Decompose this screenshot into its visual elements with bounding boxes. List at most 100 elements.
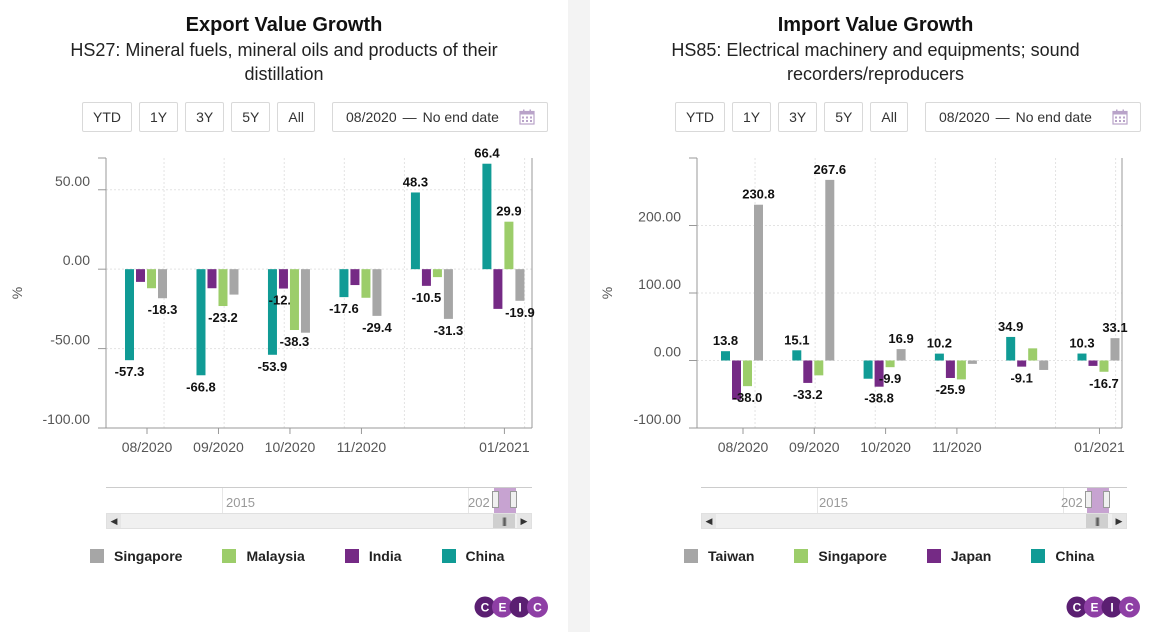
legend-item-china[interactable]: China bbox=[441, 548, 504, 564]
scroll-right-arrow[interactable]: ▶ bbox=[517, 514, 531, 528]
legend-item-malaysia[interactable]: Malaysia bbox=[222, 548, 305, 564]
legend-item-singapore[interactable]: Singapore bbox=[794, 548, 887, 564]
bar-china[interactable] bbox=[267, 269, 277, 355]
legend-item-japan[interactable]: Japan bbox=[926, 548, 991, 564]
bar-singapore[interactable] bbox=[229, 269, 239, 295]
bar-japan[interactable] bbox=[1017, 360, 1027, 367]
bar-japan[interactable] bbox=[1088, 360, 1098, 366]
bar-india[interactable] bbox=[421, 269, 431, 286]
range-3y-button[interactable]: 3Y bbox=[185, 102, 225, 132]
scrollbar-thumb[interactable]: ||| bbox=[1086, 514, 1108, 528]
navigator-left-handle[interactable] bbox=[492, 491, 499, 508]
bar-japan[interactable] bbox=[945, 360, 955, 378]
bar-singapore[interactable] bbox=[743, 360, 752, 387]
time-navigator[interactable]: 2015 202 ◀ ||| ▶ bbox=[106, 487, 532, 531]
logo-letter: C bbox=[1073, 601, 1082, 615]
calendar-icon[interactable] bbox=[1112, 109, 1128, 125]
bar-china[interactable] bbox=[482, 163, 492, 270]
scroll-left-arrow[interactable]: ◀ bbox=[107, 514, 121, 528]
navigator-track[interactable]: 2015 202 bbox=[701, 487, 1127, 514]
logo-circle bbox=[1066, 596, 1088, 618]
range-all-button[interactable]: All bbox=[277, 102, 315, 132]
legend-item-india[interactable]: India bbox=[344, 548, 402, 564]
bar-china[interactable] bbox=[1006, 336, 1016, 361]
bar-india[interactable] bbox=[278, 269, 288, 289]
date-range-picker[interactable]: 08/2020 — No end date bbox=[925, 102, 1141, 132]
bar-malaysia[interactable] bbox=[289, 269, 299, 331]
bar-china[interactable] bbox=[410, 192, 420, 270]
range-ytd-button[interactable]: YTD bbox=[82, 102, 132, 132]
y-tick-label: -50.00 bbox=[50, 332, 90, 348]
bar-india[interactable] bbox=[350, 269, 360, 286]
bar-singapore[interactable] bbox=[885, 360, 895, 368]
x-tick-label: 11/2020 bbox=[932, 439, 982, 455]
bar-taiwan[interactable] bbox=[754, 204, 763, 361]
bar-india[interactable] bbox=[493, 269, 503, 309]
range-5y-button[interactable]: 5Y bbox=[824, 102, 864, 132]
bar-china[interactable] bbox=[1077, 353, 1087, 361]
legend-item-singapore[interactable]: Singapore bbox=[90, 548, 182, 564]
bar-taiwan[interactable] bbox=[1039, 360, 1049, 370]
range-1y-button[interactable]: 1Y bbox=[732, 102, 772, 132]
bar-china[interactable] bbox=[792, 350, 802, 361]
data-label: 34.9 bbox=[998, 319, 1023, 334]
bar-japan[interactable] bbox=[874, 360, 884, 387]
bar-singapore[interactable] bbox=[814, 360, 824, 376]
bar-japan[interactable] bbox=[732, 360, 741, 400]
range-all-button[interactable]: All bbox=[870, 102, 908, 132]
data-label: -38.3 bbox=[280, 334, 310, 349]
scrollbar-thumb[interactable]: ||| bbox=[493, 514, 515, 528]
time-navigator[interactable]: 2015 202 ◀ ||| ▶ bbox=[701, 487, 1127, 531]
range-5y-button[interactable]: 5Y bbox=[231, 102, 271, 132]
bar-china[interactable] bbox=[339, 269, 349, 298]
bar-china[interactable] bbox=[934, 353, 944, 361]
bar-china[interactable] bbox=[125, 269, 134, 361]
range-3y-button[interactable]: 3Y bbox=[778, 102, 818, 132]
navigator-right-handle[interactable] bbox=[1103, 491, 1110, 508]
bar-japan[interactable] bbox=[803, 360, 813, 383]
bar-singapore[interactable] bbox=[515, 269, 525, 301]
bar-china[interactable] bbox=[721, 351, 730, 361]
bar-taiwan[interactable] bbox=[1110, 338, 1120, 361]
legend-item-taiwan[interactable]: Taiwan bbox=[684, 548, 754, 564]
bar-china[interactable] bbox=[863, 360, 873, 379]
navigator-track[interactable]: 2015 202 bbox=[106, 487, 532, 514]
bar-india[interactable] bbox=[136, 269, 145, 282]
bar-singapore[interactable] bbox=[956, 360, 966, 380]
range-1y-button[interactable]: 1Y bbox=[139, 102, 179, 132]
bar-singapore[interactable] bbox=[158, 269, 167, 299]
scroll-right-arrow[interactable]: ▶ bbox=[1112, 514, 1126, 528]
bar-singapore[interactable] bbox=[443, 269, 453, 319]
calendar-icon[interactable] bbox=[519, 109, 535, 125]
bar-singapore[interactable] bbox=[300, 269, 310, 333]
bar-taiwan[interactable] bbox=[967, 360, 977, 364]
bar-malaysia[interactable] bbox=[504, 221, 514, 270]
chart-title: Import Value Growth bbox=[777, 14, 974, 36]
navigator-left-handle[interactable] bbox=[1085, 491, 1092, 508]
chart-legend: Taiwan Singapore Japan China bbox=[684, 548, 1134, 564]
x-tick-label: 10/2020 bbox=[265, 439, 316, 455]
export-growth-panel: Export Value Growth HS27: Mineral fuels,… bbox=[0, 0, 568, 632]
bar-india[interactable] bbox=[207, 269, 217, 289]
range-ytd-button[interactable]: YTD bbox=[675, 102, 725, 132]
x-tick-label: 01/2021 bbox=[479, 439, 530, 455]
bar-malaysia[interactable] bbox=[361, 269, 371, 298]
bar-malaysia[interactable] bbox=[432, 269, 442, 278]
navigator-right-handle[interactable] bbox=[510, 491, 517, 508]
data-label: 16.9 bbox=[888, 331, 913, 346]
y-tick-label: 50.00 bbox=[55, 173, 90, 189]
bar-taiwan[interactable] bbox=[896, 349, 906, 361]
bar-malaysia[interactable] bbox=[147, 269, 156, 289]
navigator-scrollbar[interactable]: ◀ ||| ▶ bbox=[106, 513, 532, 529]
legend-item-china[interactable]: China bbox=[1031, 548, 1094, 564]
logo-letter: E bbox=[1090, 601, 1098, 615]
bar-china[interactable] bbox=[196, 269, 206, 376]
bar-malaysia[interactable] bbox=[218, 269, 228, 307]
navigator-scrollbar[interactable]: ◀ ||| ▶ bbox=[701, 513, 1127, 529]
bar-singapore[interactable] bbox=[1099, 360, 1109, 372]
bar-singapore[interactable] bbox=[372, 269, 382, 316]
bar-taiwan[interactable] bbox=[825, 179, 835, 361]
date-range-picker[interactable]: 08/2020 — No end date bbox=[332, 102, 548, 132]
scroll-left-arrow[interactable]: ◀ bbox=[702, 514, 716, 528]
bar-singapore[interactable] bbox=[1028, 348, 1038, 361]
